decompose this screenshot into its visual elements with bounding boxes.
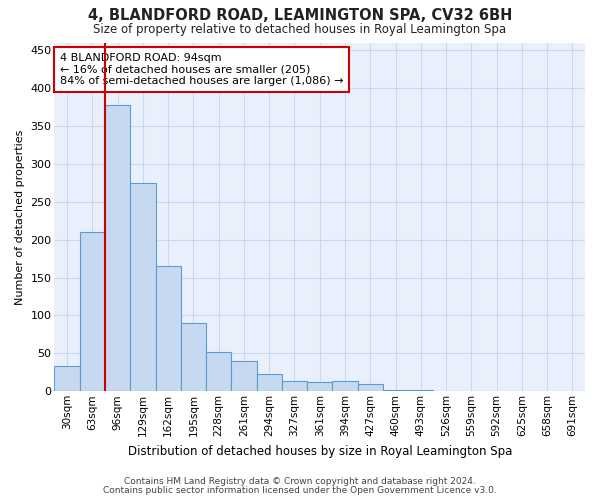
Bar xyxy=(105,104,130,392)
Bar xyxy=(307,382,332,392)
Text: Contains HM Land Registry data © Crown copyright and database right 2024.: Contains HM Land Registry data © Crown c… xyxy=(124,477,476,486)
Text: Contains public sector information licensed under the Open Government Licence v3: Contains public sector information licen… xyxy=(103,486,497,495)
Bar xyxy=(332,382,358,392)
Bar xyxy=(55,366,80,392)
Y-axis label: Number of detached properties: Number of detached properties xyxy=(15,129,25,304)
Text: 4, BLANDFORD ROAD, LEAMINGTON SPA, CV32 6BH: 4, BLANDFORD ROAD, LEAMINGTON SPA, CV32 … xyxy=(88,8,512,22)
Bar xyxy=(408,390,433,392)
Bar xyxy=(130,183,155,392)
X-axis label: Distribution of detached houses by size in Royal Leamington Spa: Distribution of detached houses by size … xyxy=(128,444,512,458)
Bar xyxy=(206,352,232,392)
Bar xyxy=(155,266,181,392)
Bar xyxy=(80,232,105,392)
Text: Size of property relative to detached houses in Royal Leamington Spa: Size of property relative to detached ho… xyxy=(94,22,506,36)
Bar xyxy=(181,323,206,392)
Bar xyxy=(383,390,408,392)
Bar xyxy=(232,361,257,392)
Bar xyxy=(358,384,383,392)
Text: 4 BLANDFORD ROAD: 94sqm
← 16% of detached houses are smaller (205)
84% of semi-d: 4 BLANDFORD ROAD: 94sqm ← 16% of detache… xyxy=(60,53,343,86)
Bar xyxy=(257,374,282,392)
Bar xyxy=(282,382,307,392)
